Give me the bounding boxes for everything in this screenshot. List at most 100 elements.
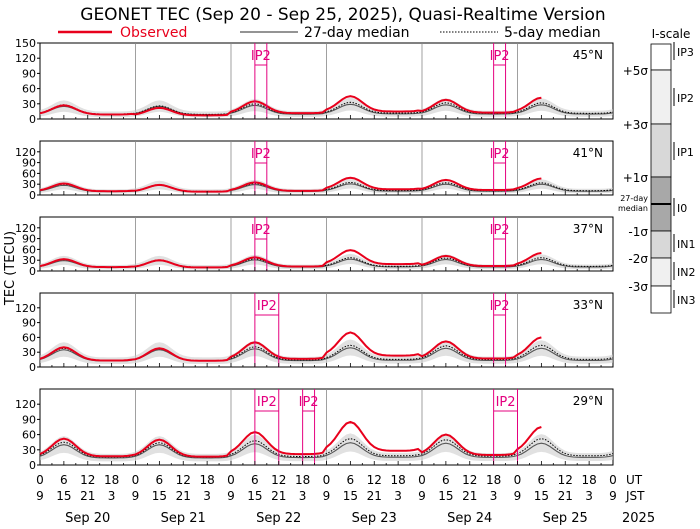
ut-tick-label: 12 <box>462 473 477 487</box>
latitude-label: 37°N <box>573 222 603 236</box>
jst-tick-label: 15 <box>534 489 549 503</box>
y-tick-label: 90 <box>22 233 36 246</box>
jst-tick-label: 21 <box>462 489 477 503</box>
y-tick-label: 30 <box>22 98 36 111</box>
event-label: IP2 <box>490 299 510 314</box>
jst-tick-label: 15 <box>152 489 167 503</box>
observed-line <box>39 331 542 362</box>
median5-line <box>39 344 614 362</box>
ut-tick-label: 6 <box>347 473 355 487</box>
iscale-level-label: IN3 <box>677 294 695 307</box>
iscale-sigma-label: -2σ <box>628 252 648 266</box>
ut-axis-label: UT <box>626 473 643 487</box>
panel-29N: IP2 IP2 IP2 0 30 60 90 120 29°N <box>15 388 614 472</box>
jst-tick-label: 21 <box>176 489 191 503</box>
y-tick-label: 120 <box>15 52 36 65</box>
jst-tick-label: 3 <box>490 489 498 503</box>
iscale-segment <box>650 43 672 71</box>
iscale-level-label: IN2 <box>677 266 695 279</box>
event-label: IP2 <box>251 49 271 64</box>
ut-tick-label: 0 <box>132 473 140 487</box>
ut-tick-label: 0 <box>514 473 522 487</box>
y-tick-label: 30 <box>22 178 36 191</box>
y-tick-label: 60 <box>22 331 36 344</box>
iscale-sigma-label: +5σ <box>623 64 649 78</box>
y-tick-label: 0 <box>29 189 36 202</box>
median5-line <box>39 257 614 268</box>
iscale-segment <box>650 285 672 314</box>
jst-tick-label: 9 <box>36 489 44 503</box>
event-label: IP2 <box>257 395 277 410</box>
day-label: Sep 20 <box>65 511 110 526</box>
observed-line <box>39 249 542 269</box>
iscale-sigma-label: median <box>618 204 648 213</box>
latitude-label: 33°N <box>573 298 603 312</box>
iscale-level-label: I0 <box>677 202 687 215</box>
jst-tick-label: 15 <box>247 489 262 503</box>
iscale-sigma-label: +1σ <box>623 171 649 185</box>
jst-tick-label: 21 <box>558 489 573 503</box>
y-axis-title: TEC (TECU) <box>3 231 18 306</box>
jst-tick-label: 21 <box>271 489 286 503</box>
x-axis-labels: 0 6 12 18 0 6 12 18 0 6 12 18 0 6 12 18 0 6 12 18 0 6 12 18 0 9 15… <box>36 473 617 526</box>
event-label: IP2 <box>496 395 516 410</box>
iscale-segment <box>650 123 672 178</box>
ut-tick-label: 12 <box>80 473 95 487</box>
event-label: IP2 <box>490 49 510 64</box>
jst-tick-label: 9 <box>132 489 140 503</box>
day-label: Sep 25 <box>543 511 588 526</box>
iscale-level-label: IP1 <box>677 146 694 159</box>
iscale-sigma-label: -1σ <box>628 225 648 239</box>
jst-tick-label: 3 <box>108 489 116 503</box>
day-label: Sep 22 <box>256 511 301 526</box>
day-label: Sep 24 <box>447 511 492 526</box>
legend-observed-label: Observed <box>120 25 187 41</box>
jst-tick-label: 21 <box>80 489 95 503</box>
jst-tick-label: 9 <box>227 489 235 503</box>
ut-tick-label: 18 <box>581 473 596 487</box>
legend-median27-label: 27-day median <box>304 25 410 41</box>
y-tick-label: 120 <box>15 222 36 235</box>
y-tick-label: 60 <box>22 83 36 96</box>
chart-title: GEONET TEC (Sep 20 - Sep 25, 2025), Quas… <box>80 5 605 25</box>
ut-tick-label: 18 <box>390 473 405 487</box>
panel-45N: IP2 IP2 0 30 60 90 120 150 45°N <box>15 37 614 126</box>
jst-axis-label: JST <box>625 489 645 503</box>
event-label: IP2 <box>299 395 319 410</box>
y-tick-label: 30 <box>22 254 36 267</box>
jst-tick-label: 9 <box>609 489 617 503</box>
y-tick-label: 60 <box>22 243 36 256</box>
latitude-label: 41°N <box>573 146 603 160</box>
jst-tick-label: 15 <box>343 489 358 503</box>
jst-tick-label: 9 <box>323 489 331 503</box>
ut-tick-label: 12 <box>271 473 286 487</box>
event-label: IP2 <box>490 147 510 162</box>
ut-tick-label: 6 <box>156 473 164 487</box>
event-label: IP2 <box>257 299 277 314</box>
y-tick-label: 90 <box>22 413 36 426</box>
y-tick-label: 150 <box>15 37 36 50</box>
ut-tick-label: 12 <box>176 473 191 487</box>
y-tick-label: 0 <box>29 113 36 126</box>
event-label: IP2 <box>251 147 271 162</box>
ut-tick-label: 18 <box>199 473 214 487</box>
y-tick-label: 60 <box>22 429 36 442</box>
iscale-segment <box>650 230 672 259</box>
iscale-level-label: IP3 <box>677 46 694 59</box>
ut-tick-label: 6 <box>251 473 259 487</box>
year-label: 2025 <box>622 511 655 526</box>
day-label: Sep 21 <box>161 511 206 526</box>
iscale-sigma-label: 27-day <box>620 194 648 203</box>
legend-median5-label: 5-day median <box>504 25 601 41</box>
latitude-label: 29°N <box>573 394 603 408</box>
iscale-title: I-scale <box>652 27 691 41</box>
iscale-sigma-label: -3σ <box>628 280 648 294</box>
y-tick-label: 120 <box>15 302 36 315</box>
